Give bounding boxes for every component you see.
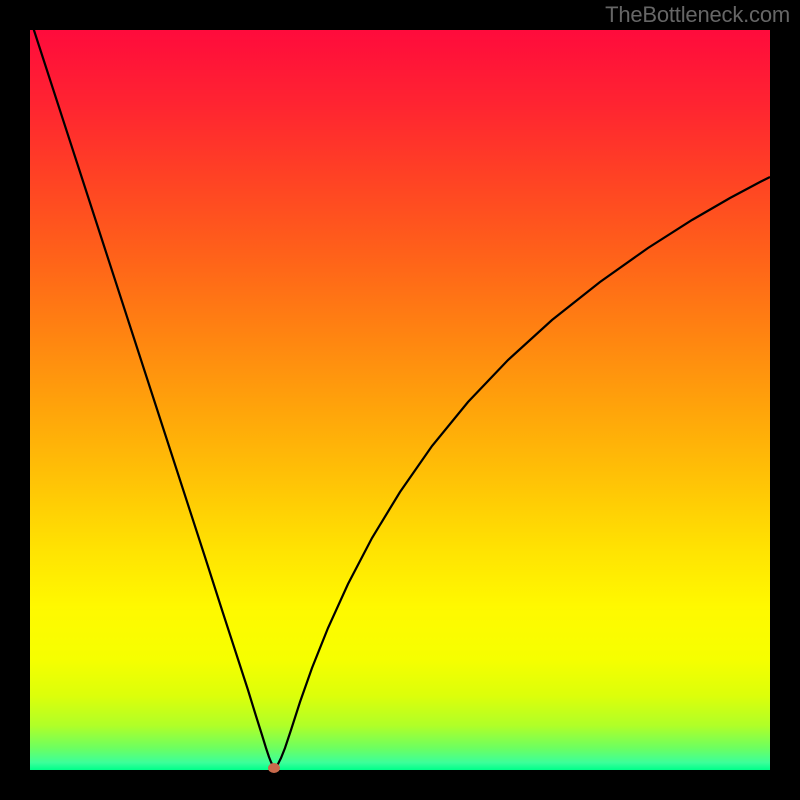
bottleneck-chart: TheBottleneck.com (0, 0, 800, 800)
watermark-text: TheBottleneck.com (605, 2, 790, 28)
plot-svg (0, 0, 800, 800)
plot-area (30, 30, 770, 770)
minimum-marker (268, 763, 280, 773)
